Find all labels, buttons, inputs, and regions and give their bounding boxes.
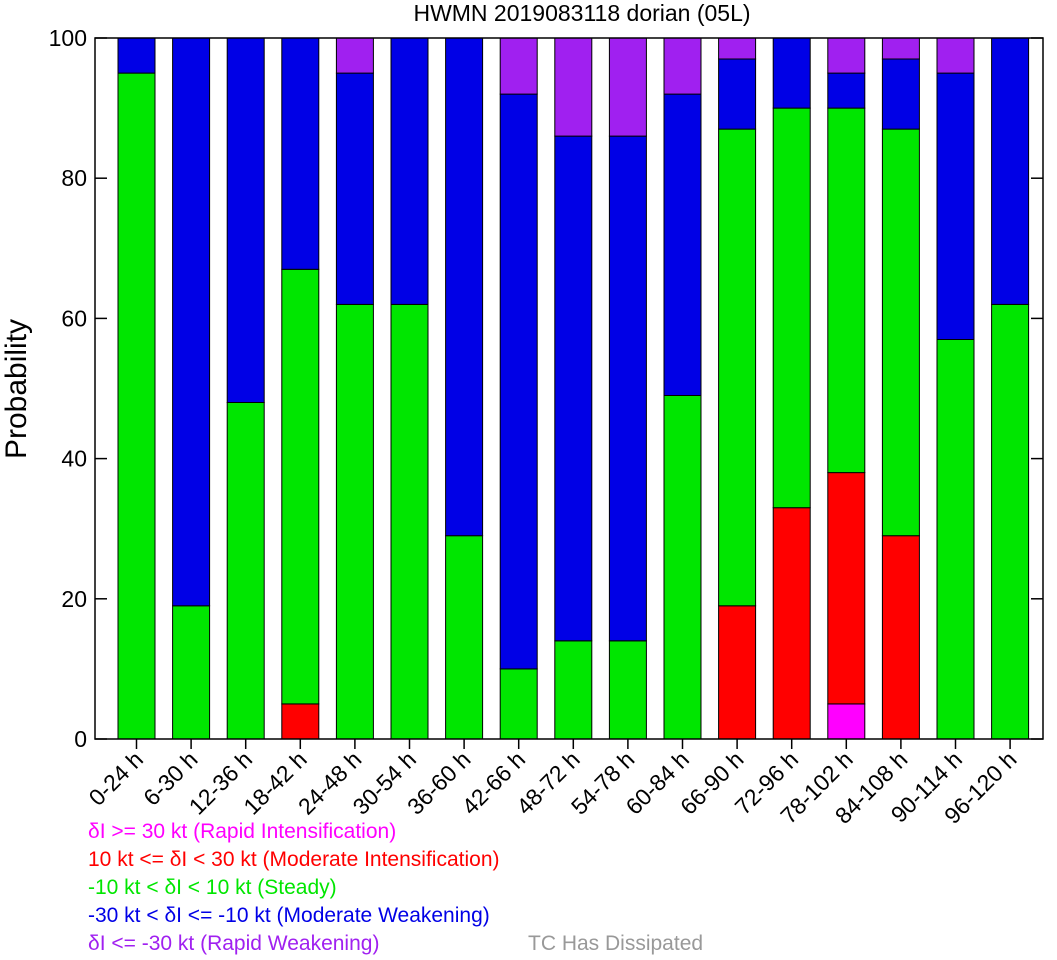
- bar-segment-12-36h-s2: [226, 402, 265, 740]
- bar-segment-0-24h-s3: [117, 37, 156, 74]
- bar-segment-66-90h-s4: [718, 37, 757, 60]
- bars-group: [117, 37, 1030, 740]
- bar-segment-42-66h-s4: [499, 37, 538, 95]
- bar-segment-60-84h-s4: [663, 37, 702, 95]
- bar-segment-84-108h-s4: [881, 37, 920, 60]
- bar-segment-90-114h-s2: [936, 338, 975, 740]
- bar-segment-66-90h-s2: [718, 128, 757, 607]
- legend-moderate-intensification: 10 kt <= δI < 30 kt (Moderate Intensific…: [88, 848, 500, 871]
- bar-segment-54-78h-s2: [608, 640, 647, 740]
- bar-segment-48-72h-s4: [554, 37, 593, 137]
- bar-segment-84-108h-s2: [881, 128, 920, 537]
- y-axis-ticks: 0 20 40 60 80 100: [49, 25, 1043, 752]
- legend-rapid-weakening: δI <= -30 kt (Rapid Weakening): [88, 932, 380, 955]
- bar-segment-24-48h-s3: [335, 72, 374, 305]
- y-tick-label-60: 60: [61, 305, 87, 331]
- y-tick-label-20: 20: [61, 586, 87, 612]
- legend-tc-dissipated: TC Has Dissipated: [528, 932, 704, 955]
- bar-segment-84-108h-s3: [881, 58, 920, 130]
- legend-moderate-weakening: -30 kt < δI <= -10 kt (Moderate Weakenin…: [88, 904, 490, 927]
- bar-segment-12-36h-s3: [226, 37, 265, 403]
- bar-segment-24-48h-s4: [335, 37, 374, 74]
- chart-title: HWMN 2019083118 dorian (05L): [413, 0, 750, 26]
- bar-segment-60-84h-s3: [663, 93, 702, 396]
- bar-segment-96-120h-s2: [991, 303, 1030, 740]
- bar-segment-78-102h-s3: [827, 72, 866, 109]
- bar-segment-90-114h-s3: [936, 72, 975, 340]
- bar-segment-78-102h-s2: [827, 107, 866, 474]
- bar-segment-60-84h-s2: [663, 395, 702, 740]
- bar-segment-96-120h-s3: [991, 37, 1030, 305]
- bar-segment-30-54h-s2: [390, 303, 429, 740]
- bar-segment-78-102h-s0: [827, 703, 866, 740]
- bar-segment-90-114h-s4: [936, 37, 975, 74]
- bar-segment-6-30h-s2: [172, 605, 211, 740]
- bar-segment-18-42h-s2: [281, 268, 320, 705]
- bar-segment-36-60h-s3: [445, 37, 484, 537]
- bar-segment-84-108h-s1: [881, 535, 920, 740]
- x-tick-label-0-24h: 0-24 h: [84, 746, 149, 811]
- y-tick-label-100: 100: [49, 25, 87, 51]
- bar-segment-54-78h-s3: [608, 135, 647, 642]
- bar-segment-54-78h-s4: [608, 37, 647, 137]
- bar-segment-18-42h-s1: [281, 703, 320, 740]
- x-axis-ticks: 0-24 h6-30 h12-36 h18-42 h24-48 h30-54 h…: [84, 739, 1022, 829]
- y-tick-label-80: 80: [61, 165, 87, 191]
- y-axis-label: Probability: [0, 319, 33, 459]
- bar-segment-78-102h-s1: [827, 472, 866, 705]
- bar-segment-30-54h-s3: [390, 37, 429, 305]
- bar-segment-42-66h-s2: [499, 668, 538, 740]
- legend-rapid-intensification: δI >= 30 kt (Rapid Intensification): [88, 820, 397, 843]
- bar-segment-66-90h-s1: [718, 605, 757, 740]
- bar-segment-72-96h-s1: [772, 507, 811, 740]
- y-tick-label-40: 40: [61, 446, 87, 472]
- bar-segment-24-48h-s2: [335, 303, 374, 740]
- bar-segment-0-24h-s2: [117, 72, 156, 740]
- bar-segment-36-60h-s2: [445, 535, 484, 740]
- bar-segment-72-96h-s3: [772, 37, 811, 109]
- bar-segment-18-42h-s3: [281, 37, 320, 270]
- bar-segment-6-30h-s3: [172, 37, 211, 607]
- plot-frame: [94, 37, 1044, 740]
- bar-segment-78-102h-s4: [827, 37, 866, 74]
- legend-steady: -10 kt < δI < 10 kt (Steady): [88, 876, 337, 899]
- y-tick-label-0: 0: [74, 726, 87, 752]
- bar-segment-42-66h-s3: [499, 93, 538, 670]
- bar-segment-66-90h-s3: [718, 58, 757, 130]
- bar-segment-48-72h-s2: [554, 640, 593, 740]
- bar-segment-72-96h-s2: [772, 107, 811, 509]
- bar-segment-48-72h-s3: [554, 135, 593, 642]
